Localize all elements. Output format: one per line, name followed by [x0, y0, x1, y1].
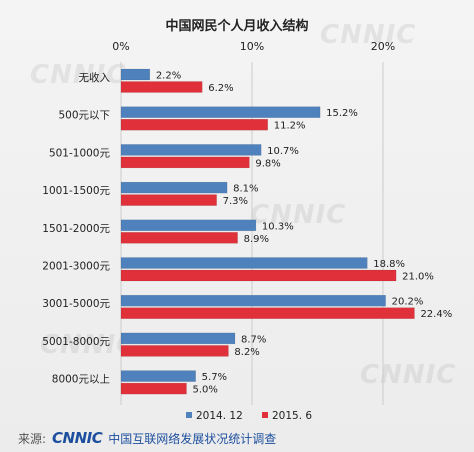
data-label: 10.7%: [267, 146, 299, 157]
bar: [120, 269, 397, 282]
data-label: 8.7%: [241, 334, 266, 345]
category-label: 500元以下: [58, 110, 110, 122]
category-labels: 无收入 500元以下 501-1000元 1001-1500元 1501-2000元 20…: [42, 71, 110, 386]
category-label: 501-1000元: [49, 147, 111, 159]
data-label: 8.1%: [233, 184, 258, 195]
bar: [120, 68, 151, 81]
category-label: 2001-3000元: [42, 261, 110, 273]
bar: [120, 345, 229, 357]
bar: [120, 370, 196, 382]
bar: [120, 194, 217, 206]
bars: 2.2% 6.2% 15.2% 11.2% 10.7%9.8% 8.1%7.3% 10.3%…: [120, 68, 452, 396]
legend-label: 2015. 6: [272, 410, 312, 422]
data-label: 5.0%: [193, 385, 218, 396]
legend-swatch: [262, 412, 268, 418]
bar: [120, 81, 203, 93]
bar: [120, 307, 415, 319]
data-label: 8.2%: [234, 347, 259, 358]
data-label: 22.4%: [420, 309, 452, 320]
bar: [120, 232, 238, 244]
legend-swatch: [186, 412, 192, 418]
data-label: 21.0%: [402, 272, 434, 283]
category-label: 无收入: [79, 71, 111, 84]
source-label: 来源:: [18, 431, 47, 446]
data-label: 8.9%: [244, 234, 269, 245]
cnnic-logo: CNNIC: [52, 429, 103, 447]
bar: [120, 219, 257, 232]
category-label: 1001-1500元: [42, 185, 110, 197]
data-label: 20.2%: [392, 297, 424, 308]
data-label: 5.7%: [202, 372, 227, 383]
category-label: 3001-5000元: [42, 298, 110, 310]
bar: [120, 181, 228, 194]
bar: [120, 106, 321, 118]
bar: [120, 156, 250, 169]
bar: [120, 257, 368, 269]
source-footer: 来源: CNNIC 中国互联网络发展状况统计调查: [0, 424, 474, 452]
bar: [120, 118, 268, 131]
bar: [120, 382, 187, 395]
data-label: 18.8%: [373, 259, 405, 270]
data-label: 6.2%: [208, 83, 233, 94]
bar: [120, 294, 386, 307]
category-label: 5001-8000元: [42, 336, 110, 348]
data-label: 9.8%: [255, 158, 280, 169]
source-organization: 中国互联网络发展状况统计调查: [108, 431, 277, 446]
data-label: 15.2%: [326, 108, 358, 119]
bar: [120, 332, 236, 345]
x-tick-label: 0%: [112, 40, 129, 53]
data-label: 11.2%: [274, 121, 306, 132]
x-tick-label: 10%: [240, 40, 264, 53]
legend: 2014. 12 2015. 6: [186, 410, 312, 422]
chart-title: 中国网民个人月收入结构: [165, 18, 308, 34]
x-axis-ticks: 0% 10% 20%: [112, 40, 395, 53]
legend-label: 2014. 12: [196, 410, 243, 422]
category-label: 8000元以上: [52, 374, 110, 386]
data-label: 2.2%: [156, 71, 181, 82]
data-label: 7.3%: [223, 196, 248, 207]
data-label: 10.3%: [262, 221, 294, 232]
bar-chart: 中国网民个人月收入结构 0% 10% 20% 2.2% 6.2% 15.2% 11.2% 1…: [42, 18, 452, 422]
category-label: 1501-2000元: [42, 223, 110, 235]
bar: [120, 144, 262, 156]
x-tick-label: 20%: [371, 40, 395, 53]
